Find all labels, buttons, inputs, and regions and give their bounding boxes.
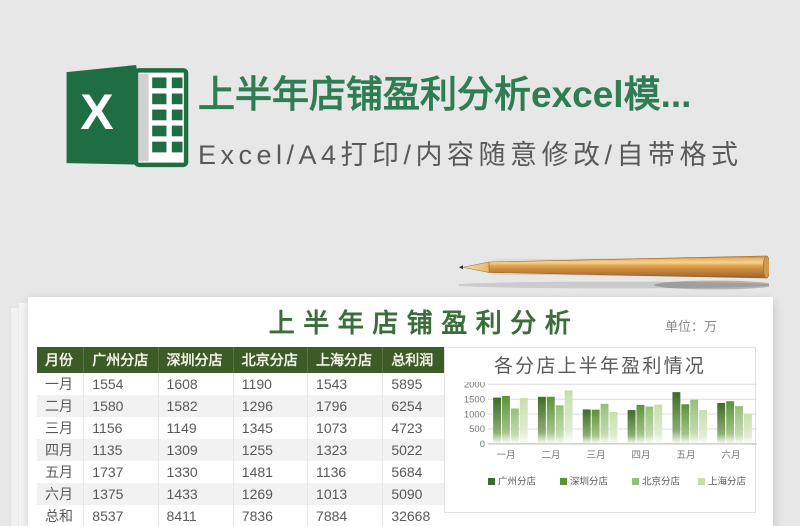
svg-text:1500: 1500 xyxy=(464,394,485,405)
svg-text:三月: 三月 xyxy=(586,450,605,461)
svg-text:1000: 1000 xyxy=(464,409,485,420)
svg-text:500: 500 xyxy=(469,424,485,435)
svg-text:二月: 二月 xyxy=(541,450,560,461)
svg-text:上海分店: 上海分店 xyxy=(708,476,746,488)
svg-text:五月: 五月 xyxy=(676,450,695,461)
svg-text:0: 0 xyxy=(480,439,485,450)
svg-text:六月: 六月 xyxy=(721,449,740,461)
svg-text:X: X xyxy=(80,84,113,140)
svg-text:深圳分店: 深圳分店 xyxy=(570,476,608,488)
svg-text:广州分店: 广州分店 xyxy=(498,476,536,488)
svg-text:北京分店: 北京分店 xyxy=(642,476,680,488)
svg-text:一月: 一月 xyxy=(496,450,515,461)
svg-text:四月: 四月 xyxy=(631,450,650,461)
svg-text:2000: 2000 xyxy=(464,382,485,391)
